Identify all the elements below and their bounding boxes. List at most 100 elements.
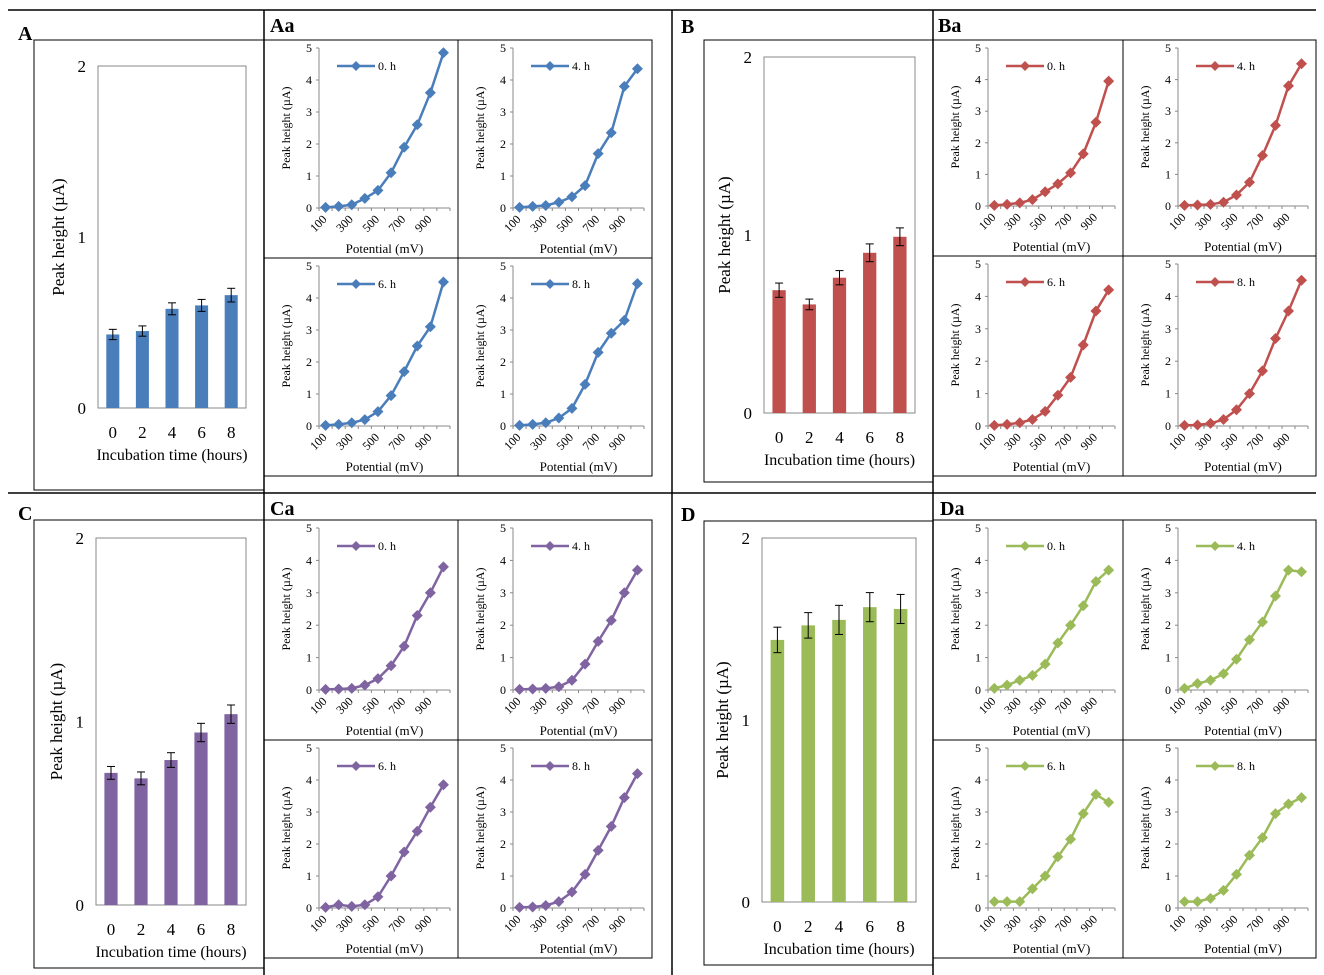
y-tick-label: 1 [500, 869, 506, 883]
series-line [994, 569, 1110, 690]
data-point [1020, 61, 1030, 71]
x-tick-label: 500 [1027, 210, 1050, 233]
x-tick-label: 6 [197, 423, 206, 442]
legend-label: 6. h [378, 759, 396, 773]
y-tick-label: 1 [306, 169, 312, 183]
data-point [1090, 788, 1102, 800]
data-point [1257, 149, 1268, 161]
y-tick-label: 1 [744, 226, 753, 245]
data-point [579, 180, 591, 192]
y-tick-label: 0 [975, 419, 981, 433]
bar [770, 639, 785, 902]
y-tick-label: 5 [1165, 741, 1171, 755]
y-tick-label: 4 [975, 289, 981, 303]
line-chart-Aa-1: 0 1 2 3 4 5 100 300 500 700 900 Potential (mV) Peak … [457, 39, 653, 259]
data-point [1179, 682, 1190, 694]
y-axis-label: Peak height (µA) [279, 568, 293, 651]
x-axis-label: Potential (mV) [346, 723, 424, 738]
data-point [1192, 678, 1203, 690]
y-axis-label: Peak height (µA) [948, 86, 962, 169]
bar-chart-C: C 0 1 2 0 2 4 6 8 Incubation time (hours) Peak hei… [18, 503, 265, 969]
data-point [1210, 277, 1220, 287]
x-tick-label: 700 [1052, 210, 1075, 233]
bar [802, 304, 816, 413]
y-tick-label: 3 [500, 805, 506, 819]
x-tick-label: 300 [1192, 694, 1215, 717]
bar [106, 334, 120, 408]
data-point [1077, 808, 1089, 820]
y-tick-label: 5 [500, 259, 506, 273]
y-tick-label: 2 [306, 837, 312, 851]
x-tick-label: 8 [896, 917, 905, 936]
y-tick-label: 5 [306, 259, 312, 273]
x-axis-label: Potential (mV) [1204, 941, 1282, 956]
y-tick-label: 1 [1165, 167, 1171, 181]
y-tick-label: 3 [306, 805, 312, 819]
legend-label: 8. h [572, 277, 590, 291]
legend-label: 4. h [572, 59, 590, 73]
y-tick-label: 5 [306, 41, 312, 55]
x-tick-label: 700 [386, 212, 409, 235]
data-point [553, 196, 565, 208]
data-point [333, 899, 345, 911]
x-tick-label: 700 [1244, 210, 1267, 233]
bar [772, 290, 786, 413]
y-tick-label: 5 [1165, 521, 1171, 535]
data-point [540, 417, 552, 429]
data-point [359, 679, 371, 691]
y-tick-label: 1 [306, 869, 312, 883]
y-tick-label: 0 [975, 683, 981, 697]
line-chart-Aa-2: 0 1 2 3 4 5 100 300 500 700 900 Potential (mV) Peak … [263, 257, 459, 477]
y-tick-label: 4 [975, 553, 981, 567]
data-point [411, 340, 423, 352]
data-point [1210, 61, 1220, 71]
y-tick-label: 3 [1165, 104, 1171, 118]
data-point [1001, 198, 1013, 210]
y-tick-label: 4 [500, 773, 506, 787]
y-tick-label: 2 [500, 837, 506, 851]
x-tick-label: 100 [976, 694, 999, 717]
data-point [988, 419, 1000, 431]
data-point [398, 141, 410, 153]
x-tick-label: 700 [386, 430, 409, 453]
y-tick-label: 2 [744, 48, 753, 67]
line-chart-Aa-3: 0 1 2 3 4 5 100 300 500 700 900 Potential (mV) Peak … [457, 257, 653, 477]
y-tick-label: 0 [78, 399, 87, 418]
y-tick-label: 1 [76, 713, 85, 732]
data-point [1296, 274, 1307, 286]
data-point [605, 820, 617, 832]
x-tick-label: 900 [1077, 694, 1100, 717]
bar [893, 608, 908, 902]
y-tick-label: 4 [306, 73, 312, 87]
data-point [1283, 80, 1294, 92]
bar [832, 619, 846, 902]
legend-label: 4. h [1237, 59, 1255, 73]
y-axis-label: Peak height (µA) [1138, 568, 1152, 651]
x-tick-label: 2 [804, 917, 813, 936]
y-tick-label: 5 [500, 41, 506, 55]
x-tick-label: 300 [527, 912, 550, 935]
y-tick-label: 0 [500, 901, 506, 915]
data-point [605, 127, 617, 139]
x-tick-label: 500 [1027, 694, 1050, 717]
y-tick-label: 3 [1165, 586, 1171, 600]
x-tick-label: 700 [580, 430, 603, 453]
series-line [1184, 568, 1302, 690]
x-tick-label: 0 [109, 423, 118, 442]
x-tick-label: 2 [138, 423, 147, 442]
data-point [1001, 679, 1013, 691]
x-tick-label: 300 [333, 212, 356, 235]
x-tick-label: 100 [976, 210, 999, 233]
data-point [1205, 417, 1216, 429]
data-point [1014, 197, 1026, 209]
data-point [514, 683, 526, 695]
x-tick-label: 700 [1244, 694, 1267, 717]
y-tick-label: 1 [78, 228, 87, 247]
data-point [1270, 808, 1281, 820]
data-point [527, 418, 539, 430]
y-axis-label: Peak height (µA) [473, 305, 487, 388]
y-tick-label: 2 [76, 529, 85, 548]
